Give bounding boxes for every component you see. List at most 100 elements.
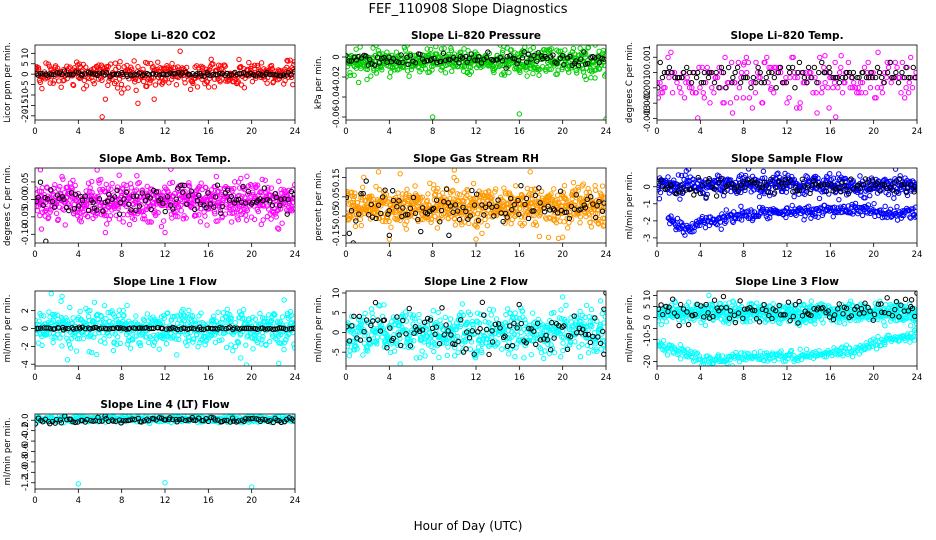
data-point <box>222 63 228 69</box>
data-point <box>72 182 78 189</box>
data-point <box>804 184 810 191</box>
x-tick-label: 8 <box>430 250 435 260</box>
data-point <box>738 203 744 209</box>
data-point <box>718 175 724 182</box>
data-point <box>478 219 484 225</box>
data-point <box>116 211 123 217</box>
data-point <box>873 95 879 101</box>
data-point <box>195 344 201 350</box>
data-point <box>720 69 727 76</box>
data-point <box>499 50 506 56</box>
data-point <box>698 79 704 86</box>
data-point <box>170 71 176 77</box>
data-point <box>160 200 166 207</box>
data-point <box>538 188 545 195</box>
data-point <box>761 79 768 86</box>
data-point <box>430 205 437 212</box>
data-point <box>134 173 140 179</box>
data-point <box>560 189 567 196</box>
data-point <box>682 232 688 238</box>
x-tick-label: 16 <box>514 250 525 260</box>
data-point <box>658 90 664 96</box>
data-point <box>779 79 786 86</box>
data-point <box>763 74 769 81</box>
data-point <box>197 219 204 225</box>
data-point <box>665 174 671 180</box>
data-point <box>135 77 142 84</box>
data-point <box>147 195 153 201</box>
data-point <box>121 312 127 319</box>
panel-title: Slope Amb. Box Temp. <box>99 153 231 165</box>
data-point <box>537 200 543 206</box>
data-point <box>185 193 192 199</box>
data-point <box>148 206 154 213</box>
x-tick-label: 16 <box>825 250 836 260</box>
data-point <box>204 71 211 77</box>
data-point <box>674 215 681 222</box>
data-point <box>212 211 218 217</box>
data-point <box>479 230 485 237</box>
data-point <box>133 207 139 214</box>
data-point <box>402 212 409 218</box>
data-point <box>124 341 131 347</box>
data-point <box>239 316 246 322</box>
data-point <box>227 318 233 325</box>
data-point <box>260 217 266 223</box>
data-point <box>463 208 469 215</box>
data-point <box>265 206 272 212</box>
data-point <box>857 185 864 192</box>
x-tick-label: 0 <box>343 127 348 137</box>
data-point <box>796 187 803 193</box>
data-point <box>728 59 735 66</box>
data-point <box>862 90 869 96</box>
data-point <box>704 191 710 198</box>
y-tick-label: 0.001 <box>643 45 653 69</box>
data-point <box>279 220 285 226</box>
x-tick-label: 24 <box>912 250 923 260</box>
data-point <box>778 69 784 76</box>
data-point <box>832 59 838 66</box>
data-point <box>532 219 538 226</box>
data-point <box>589 69 595 75</box>
data-point <box>470 180 477 187</box>
data-point <box>250 346 256 352</box>
data-point <box>279 314 286 320</box>
data-point <box>45 320 51 326</box>
data-point <box>668 183 674 189</box>
data-point <box>50 339 56 346</box>
data-point <box>687 186 694 192</box>
x-tick-label: 24 <box>601 250 612 260</box>
data-point <box>62 222 68 228</box>
data-point <box>749 105 756 111</box>
data-point <box>561 182 568 189</box>
data-point <box>120 307 126 314</box>
data-points <box>657 168 917 238</box>
data-point <box>588 224 595 230</box>
data-point <box>746 95 753 101</box>
data-point <box>116 307 123 313</box>
data-point <box>392 215 398 222</box>
data-point <box>456 60 462 66</box>
data-point <box>580 181 587 187</box>
data-point <box>602 73 606 79</box>
data-point <box>233 197 239 203</box>
data-point <box>273 214 279 220</box>
data-point <box>513 212 520 218</box>
data-point <box>228 219 235 225</box>
data-point <box>133 313 139 319</box>
data-point <box>159 335 166 342</box>
y-axis-label: percent per min. <box>314 170 324 241</box>
data-point <box>573 58 579 64</box>
y-tick-label: -0.002 <box>643 89 653 116</box>
data-point <box>805 203 812 210</box>
data-point <box>908 206 914 212</box>
data-point <box>424 197 430 204</box>
data-point <box>735 188 741 195</box>
x-tick-label: 0 <box>32 250 37 260</box>
data-point <box>150 187 157 194</box>
data-point <box>353 46 359 52</box>
data-point <box>823 69 830 76</box>
data-point <box>220 320 226 326</box>
data-point <box>681 69 687 76</box>
